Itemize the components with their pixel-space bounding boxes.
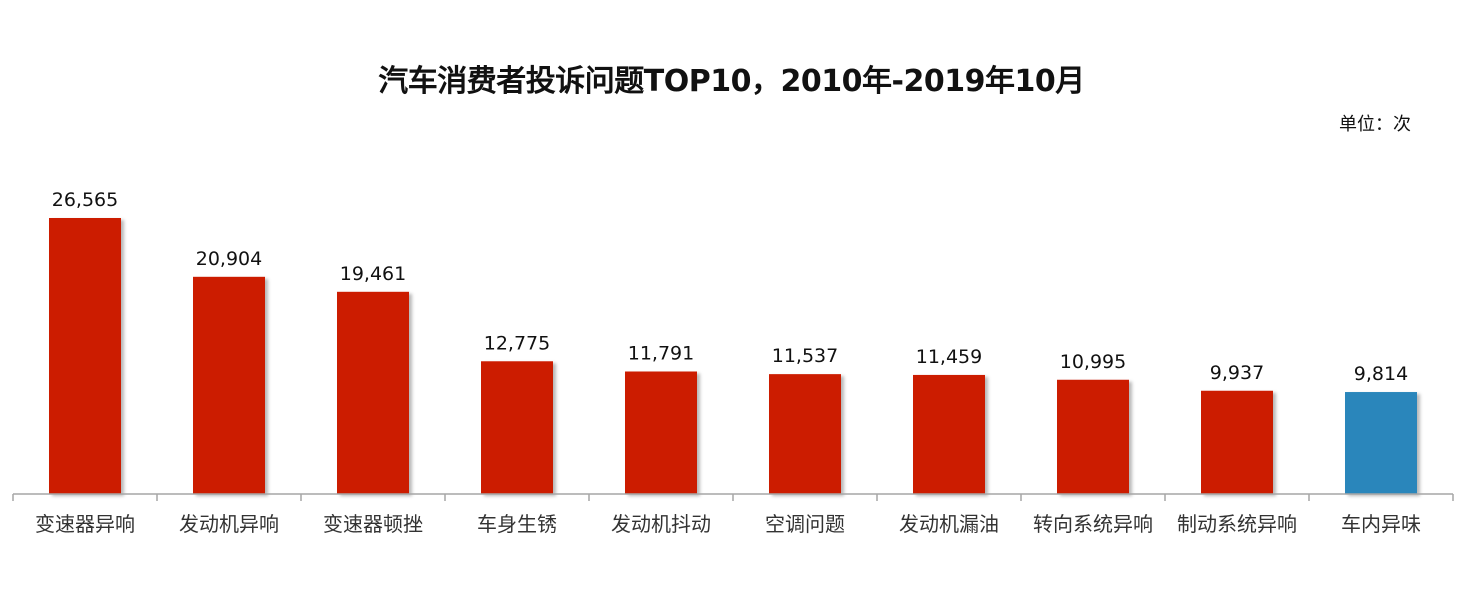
- category-label: 空调问题: [765, 512, 845, 536]
- category-label: 发动机异响: [179, 512, 279, 536]
- category-label: 车身生锈: [477, 512, 557, 536]
- unit-label: 单位：次: [1339, 114, 1411, 135]
- value-label: 20,904: [196, 248, 262, 270]
- bar: [49, 218, 121, 494]
- category-label: 制动系统异响: [1177, 512, 1297, 536]
- category-label: 变速器顿挫: [323, 512, 423, 536]
- value-label: 10,995: [1060, 351, 1126, 373]
- category-label: 车内异味: [1341, 512, 1421, 536]
- value-label: 26,565: [52, 189, 118, 211]
- bar: [769, 374, 841, 494]
- chart-title: 汽车消费者投诉问题TOP10，2010年-2019年10月: [378, 64, 1085, 99]
- bar: [337, 291, 409, 494]
- value-label: 12,775: [484, 332, 550, 354]
- value-label: 9,814: [1354, 363, 1408, 385]
- value-label: 19,461: [340, 263, 406, 285]
- category-label: 发动机抖动: [611, 512, 711, 536]
- bar: [625, 371, 697, 494]
- category-label: 变速器异响: [35, 512, 135, 536]
- value-label: 11,537: [772, 345, 838, 367]
- bar: [481, 361, 553, 494]
- category-label: 转向系统异响: [1033, 512, 1153, 536]
- value-label: 9,937: [1210, 362, 1264, 384]
- value-label: 11,459: [916, 346, 982, 368]
- bar: [1057, 379, 1129, 494]
- bar: [913, 374, 985, 494]
- bar: [193, 276, 265, 494]
- bar: [1345, 392, 1417, 494]
- category-label: 发动机漏油: [899, 512, 999, 536]
- bar: [1201, 390, 1273, 494]
- value-label: 11,791: [628, 342, 694, 364]
